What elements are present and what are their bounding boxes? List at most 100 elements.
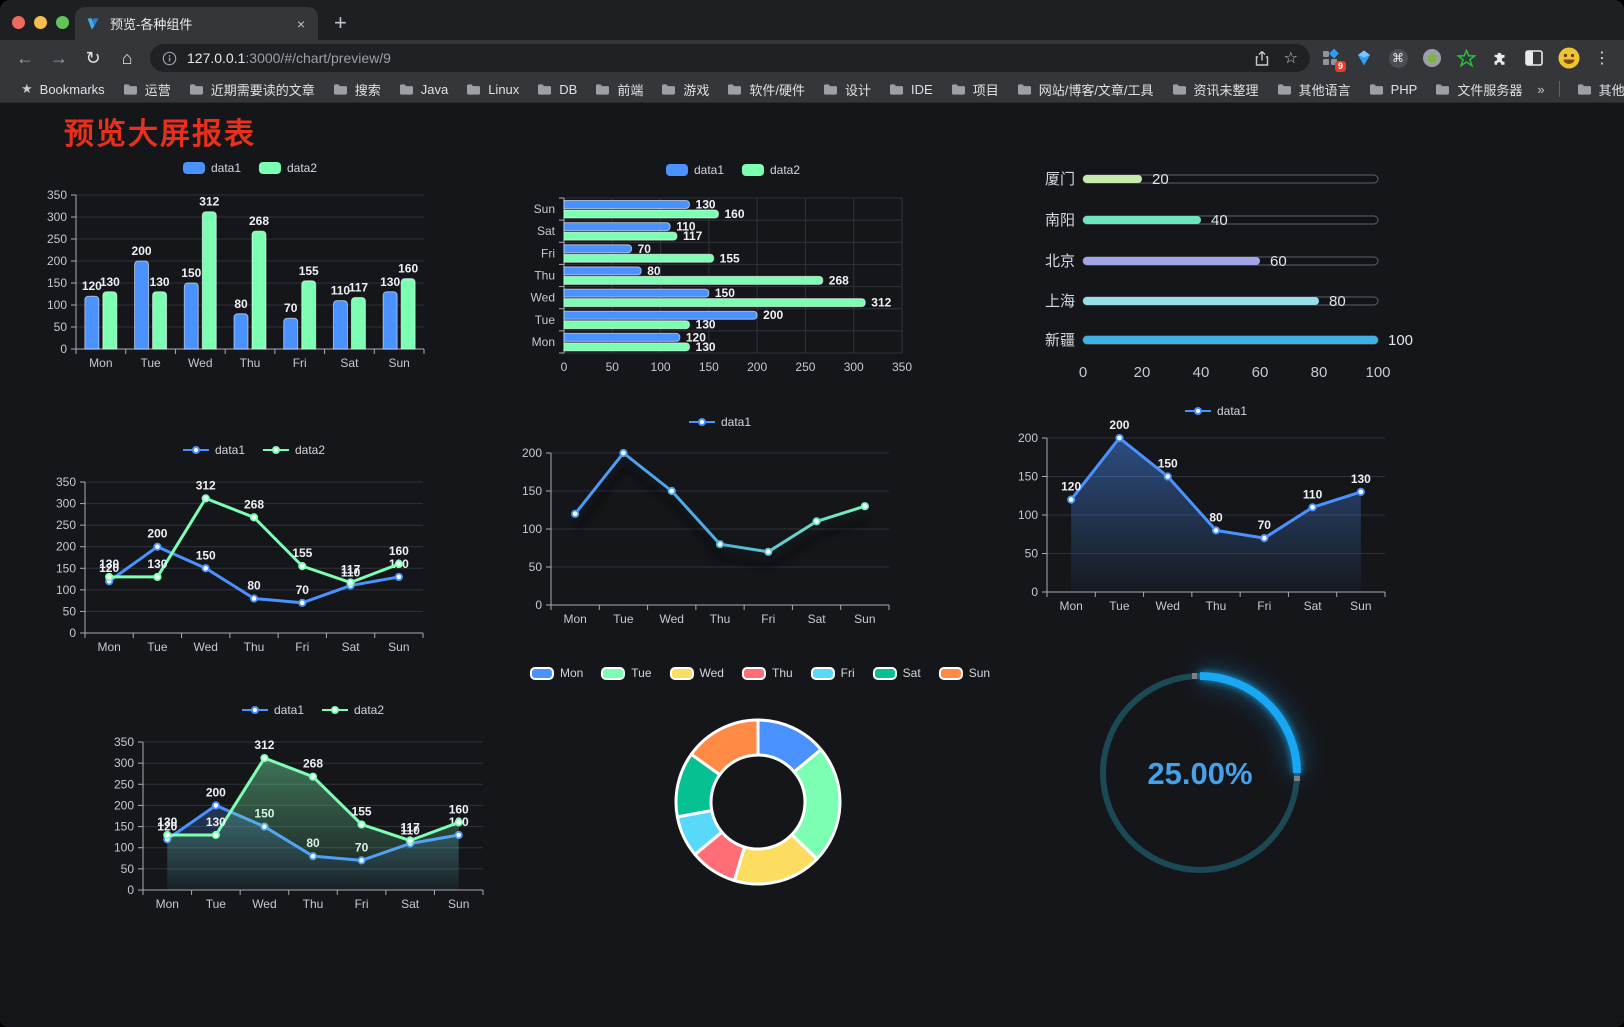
- progress-fill-北京[interactable]: [1083, 257, 1260, 265]
- extension-gem-icon[interactable]: [1354, 48, 1374, 68]
- site-info-icon[interactable]: [162, 51, 177, 66]
- legend-item-data1[interactable]: data1: [182, 443, 245, 457]
- back-button[interactable]: ←: [16, 47, 34, 68]
- bar-data1-Tue[interactable]: [134, 260, 150, 350]
- bookmark-folder-6[interactable]: 前端: [586, 78, 652, 101]
- hbar-data1-Sat[interactable]: [563, 222, 671, 232]
- extensions-puzzle-icon[interactable]: [1490, 48, 1510, 68]
- bar-data1-Fri[interactable]: [283, 317, 299, 350]
- legend-item-Sun[interactable]: Sun: [938, 666, 990, 680]
- bookmarks-overflow-chevron[interactable]: »: [1537, 81, 1545, 97]
- bar-data2-Sat[interactable]: [350, 297, 366, 350]
- legend-item-Sat[interactable]: Sat: [872, 666, 921, 680]
- legend-item-Fri[interactable]: Fri: [810, 666, 855, 680]
- bar-data2-Tue[interactable]: [152, 291, 168, 350]
- legend-item-data2[interactable]: data2: [263, 443, 325, 457]
- hbar-data1-Fri[interactable]: [563, 244, 633, 254]
- bookmark-folder-8[interactable]: 软件/硬件: [718, 78, 814, 101]
- bar-data1-Sun[interactable]: [382, 291, 398, 350]
- hbar-data2-Thu[interactable]: [563, 275, 824, 285]
- hbar-data2-Wed[interactable]: [563, 298, 866, 308]
- legend-item-data2[interactable]: data2: [742, 163, 800, 177]
- legend-item-data1[interactable]: data1: [688, 415, 751, 429]
- bar-data1-Sat[interactable]: [332, 300, 348, 350]
- bookmarks-root[interactable]: ★ Bookmarks: [12, 79, 114, 99]
- progress-fill-上海[interactable]: [1083, 297, 1319, 305]
- browser-tab[interactable]: 预览-各种组件 ×: [75, 7, 318, 40]
- legend-item-data1[interactable]: data1: [1184, 404, 1247, 418]
- bar-data2-Mon[interactable]: [102, 291, 118, 350]
- new-tab-button[interactable]: +: [334, 10, 347, 35]
- bar-data1-Wed[interactable]: [183, 282, 199, 350]
- chart-line-two-series[interactable]: data1 data2 0 50 100 150 200 250 300 350 Mon Tue Wed…: [40, 433, 480, 654]
- bookmark-folder-15[interactable]: PHP: [1360, 80, 1427, 99]
- bookmark-folder-11[interactable]: 项目: [942, 78, 1008, 101]
- minimize-window-button[interactable]: [34, 16, 47, 29]
- bar-data1-Mon[interactable]: [84, 295, 100, 350]
- home-button[interactable]: ⌂: [121, 47, 133, 68]
- bookmark-folder-3[interactable]: Java: [390, 80, 457, 99]
- chart-progress-bars[interactable]: 厦门 20 南阳 40 北京 60 上海 80 新疆 100 0 20 40 60 80 100: [1020, 163, 1420, 393]
- hbar-data1-Tue[interactable]: [563, 310, 758, 320]
- bookmark-folder-13[interactable]: 资讯未整理: [1163, 78, 1268, 101]
- other-bookmarks[interactable]: 其他书签: [1568, 78, 1624, 101]
- bar-data2-Thu[interactable]: [251, 230, 267, 350]
- progress-fill-新疆[interactable]: [1083, 336, 1378, 344]
- pie-slice-Sun[interactable]: [689, 718, 760, 777]
- legend-item-Thu[interactable]: Thu: [741, 666, 793, 680]
- bar-data2-Fri[interactable]: [301, 280, 317, 350]
- bookmark-folder-4[interactable]: Linux: [457, 80, 528, 99]
- legend-item-data1[interactable]: data1: [182, 161, 241, 175]
- bookmark-folder-14[interactable]: 其他语言: [1268, 78, 1360, 101]
- legend-item-Tue[interactable]: Tue: [601, 666, 652, 680]
- extension-star-icon[interactable]: [1456, 48, 1476, 68]
- hbar-data2-Tue[interactable]: [563, 320, 691, 330]
- legend-item-data1[interactable]: data1: [665, 163, 724, 177]
- legend-item-Wed[interactable]: Wed: [669, 666, 724, 680]
- legend-item-data1[interactable]: data1: [241, 703, 304, 717]
- forward-button[interactable]: →: [50, 47, 68, 68]
- share-icon[interactable]: [1254, 50, 1270, 67]
- hbar-data2-Fri[interactable]: [563, 253, 715, 263]
- chart-line-two-area[interactable]: data1 data2 0 50 100 150 200 250 300 350 Mon Tue Wed…: [100, 703, 520, 918]
- legend-item-data2[interactable]: data2: [322, 703, 384, 717]
- hbar-data2-Sun[interactable]: [563, 209, 720, 219]
- tab-close-icon[interactable]: ×: [296, 15, 305, 32]
- hbar-data2-Mon[interactable]: [563, 342, 691, 352]
- bookmark-folder-1[interactable]: 近期需要读的文章: [180, 78, 324, 101]
- bookmark-folder-16[interactable]: 文件服务器: [1426, 78, 1531, 101]
- bar-data2-Sun[interactable]: [400, 278, 416, 350]
- reload-button[interactable]: ↻: [85, 47, 101, 68]
- chart-line-gradient[interactable]: data1 0 50 100 150 200 Mon Tue Wed Thu Fri Sat Sun: [490, 403, 900, 626]
- chart-donut[interactable]: Mon Tue Wed Thu Fri Sat Sun: [529, 658, 990, 921]
- address-bar[interactable]: 127.0.0.1:3000/#/chart/preview/9 ☆: [150, 44, 1310, 72]
- legend-item-data2[interactable]: data2: [259, 161, 317, 175]
- bookmark-folder-5[interactable]: DB: [528, 80, 586, 99]
- bookmark-folder-7[interactable]: 游戏: [652, 78, 718, 101]
- bar-data2-Wed[interactable]: [201, 211, 217, 350]
- gauge-progress-arc[interactable]: [1199, 672, 1301, 774]
- bookmark-folder-0[interactable]: 运营: [114, 78, 180, 101]
- extension-command-icon[interactable]: ⌘: [1388, 48, 1408, 68]
- browser-menu-icon[interactable]: ⋮: [1594, 50, 1610, 67]
- close-window-button[interactable]: [12, 16, 25, 29]
- bookmark-folder-2[interactable]: 搜索: [324, 78, 390, 101]
- hbar-data1-Mon[interactable]: [563, 332, 681, 342]
- bookmark-folder-9[interactable]: 设计: [814, 78, 880, 101]
- extension-grid-icon[interactable]: 9: [1320, 48, 1346, 72]
- profile-avatar[interactable]: [1558, 47, 1580, 69]
- chart-bar-grouped[interactable]: data1 data2 0 50 100 150 200 250 300 350 Mon Tue Wed…: [40, 153, 480, 383]
- hbar-data1-Wed[interactable]: [563, 288, 710, 298]
- bookmark-folder-10[interactable]: IDE: [880, 80, 942, 99]
- chart-line-area[interactable]: data1 0 50 100 150 200 Mon Tue Wed Thu Fri Sat Sun 12…: [1000, 403, 1400, 613]
- bookmark-folder-12[interactable]: 网站/博客/文章/工具: [1008, 78, 1163, 101]
- progress-fill-南阳[interactable]: [1083, 216, 1201, 224]
- bar-data1-Thu[interactable]: [233, 313, 249, 350]
- hbar-data1-Thu[interactable]: [563, 266, 642, 276]
- chart-bar-horizontal[interactable]: data1 data2 0 50 100 150 200 250 300 350 Sun Sat Fri…: [505, 158, 925, 383]
- legend-item-Mon[interactable]: Mon: [529, 666, 583, 680]
- progress-fill-厦门[interactable]: [1083, 175, 1142, 183]
- extension-record-icon[interactable]: [1422, 48, 1442, 68]
- bookmark-star-icon[interactable]: ☆: [1283, 50, 1298, 67]
- chart-gauge[interactable]: 25.00%: [1090, 663, 1310, 883]
